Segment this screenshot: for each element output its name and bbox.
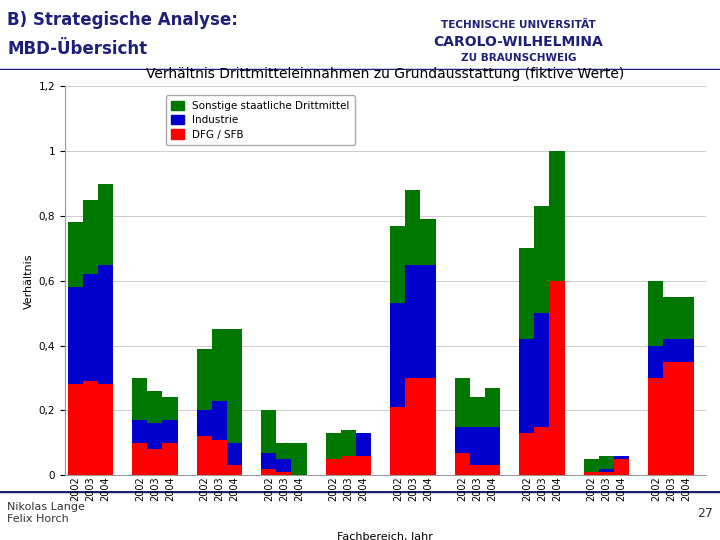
- Bar: [132, 378, 148, 420]
- Bar: [549, 151, 564, 281]
- Legend: Sonstige staatliche Drittmittel, Industrie, DFG / SFB: Sonstige staatliche Drittmittel, Industr…: [166, 96, 355, 145]
- Bar: [614, 459, 629, 475]
- Bar: [519, 433, 534, 475]
- X-axis label: Fachbereich, Jahr: Fachbereich, Jahr: [337, 532, 433, 540]
- Bar: [678, 339, 693, 362]
- Bar: [98, 184, 113, 265]
- Bar: [470, 465, 485, 475]
- Bar: [648, 378, 663, 475]
- Bar: [485, 465, 500, 475]
- Y-axis label: Verhältnis: Verhältnis: [24, 253, 35, 308]
- Bar: [212, 401, 227, 440]
- Text: TECHNISCHE UNIVERSITÄT: TECHNISCHE UNIVERSITÄT: [441, 19, 595, 30]
- Bar: [325, 433, 341, 459]
- Bar: [678, 362, 693, 475]
- Bar: [83, 274, 98, 381]
- Bar: [227, 465, 242, 475]
- Text: B) Strategische Analyse:: B) Strategische Analyse:: [7, 11, 238, 29]
- Bar: [98, 384, 113, 475]
- Text: ZU BRAUNSCHWEIG: ZU BRAUNSCHWEIG: [461, 52, 576, 63]
- Bar: [83, 200, 98, 274]
- Bar: [212, 440, 227, 475]
- Bar: [678, 297, 693, 339]
- Bar: [148, 391, 163, 423]
- Bar: [197, 436, 212, 475]
- Bar: [356, 456, 371, 475]
- Bar: [163, 443, 178, 475]
- Bar: [534, 427, 549, 475]
- Bar: [261, 453, 276, 469]
- Text: MBD-Übersicht: MBD-Übersicht: [7, 40, 148, 58]
- Bar: [614, 456, 629, 459]
- Bar: [163, 420, 178, 443]
- Bar: [599, 469, 614, 472]
- Bar: [212, 329, 227, 401]
- Bar: [132, 443, 148, 475]
- Bar: [227, 443, 242, 465]
- Bar: [405, 190, 420, 265]
- Bar: [390, 407, 405, 475]
- Bar: [83, 381, 98, 475]
- Bar: [648, 346, 663, 378]
- Bar: [261, 469, 276, 475]
- Bar: [470, 427, 485, 465]
- Bar: [455, 427, 470, 453]
- Bar: [519, 248, 534, 339]
- Bar: [420, 219, 436, 265]
- Bar: [455, 453, 470, 475]
- Bar: [276, 459, 292, 472]
- Bar: [599, 472, 614, 475]
- Bar: [98, 265, 113, 384]
- Bar: [584, 459, 599, 472]
- Bar: [390, 226, 405, 303]
- Bar: [68, 222, 83, 287]
- Bar: [470, 397, 485, 427]
- Text: 27: 27: [697, 507, 713, 520]
- Bar: [148, 449, 163, 475]
- Bar: [485, 388, 500, 427]
- Bar: [132, 420, 148, 443]
- Bar: [325, 459, 341, 475]
- Bar: [663, 362, 678, 475]
- Bar: [549, 281, 564, 475]
- Bar: [276, 472, 292, 475]
- Bar: [68, 384, 83, 475]
- Text: Nikolas Lange
Felix Horch: Nikolas Lange Felix Horch: [7, 502, 85, 524]
- Bar: [341, 430, 356, 456]
- Bar: [227, 329, 242, 443]
- Bar: [276, 443, 292, 459]
- Bar: [197, 410, 212, 436]
- Bar: [405, 265, 420, 378]
- Bar: [148, 423, 163, 449]
- Bar: [534, 206, 549, 313]
- Bar: [584, 472, 599, 475]
- Bar: [68, 287, 83, 384]
- Text: CAROLO-WILHELMINA: CAROLO-WILHELMINA: [433, 35, 603, 49]
- Bar: [390, 303, 405, 407]
- Bar: [261, 410, 276, 453]
- Bar: [663, 339, 678, 362]
- Bar: [292, 443, 307, 475]
- Bar: [455, 378, 470, 427]
- Bar: [163, 397, 178, 420]
- Bar: [519, 339, 534, 433]
- Bar: [648, 281, 663, 346]
- Bar: [197, 349, 212, 410]
- Bar: [534, 313, 549, 427]
- Title: Verhältnis Drittmitteleinnahmen zu Grundausstattung (fiktive Werte): Verhältnis Drittmitteleinnahmen zu Grund…: [146, 67, 624, 81]
- Bar: [420, 265, 436, 378]
- Bar: [663, 297, 678, 339]
- Bar: [420, 378, 436, 475]
- Bar: [405, 378, 420, 475]
- Bar: [485, 427, 500, 465]
- Bar: [599, 456, 614, 469]
- Bar: [341, 456, 356, 475]
- Bar: [356, 433, 371, 456]
